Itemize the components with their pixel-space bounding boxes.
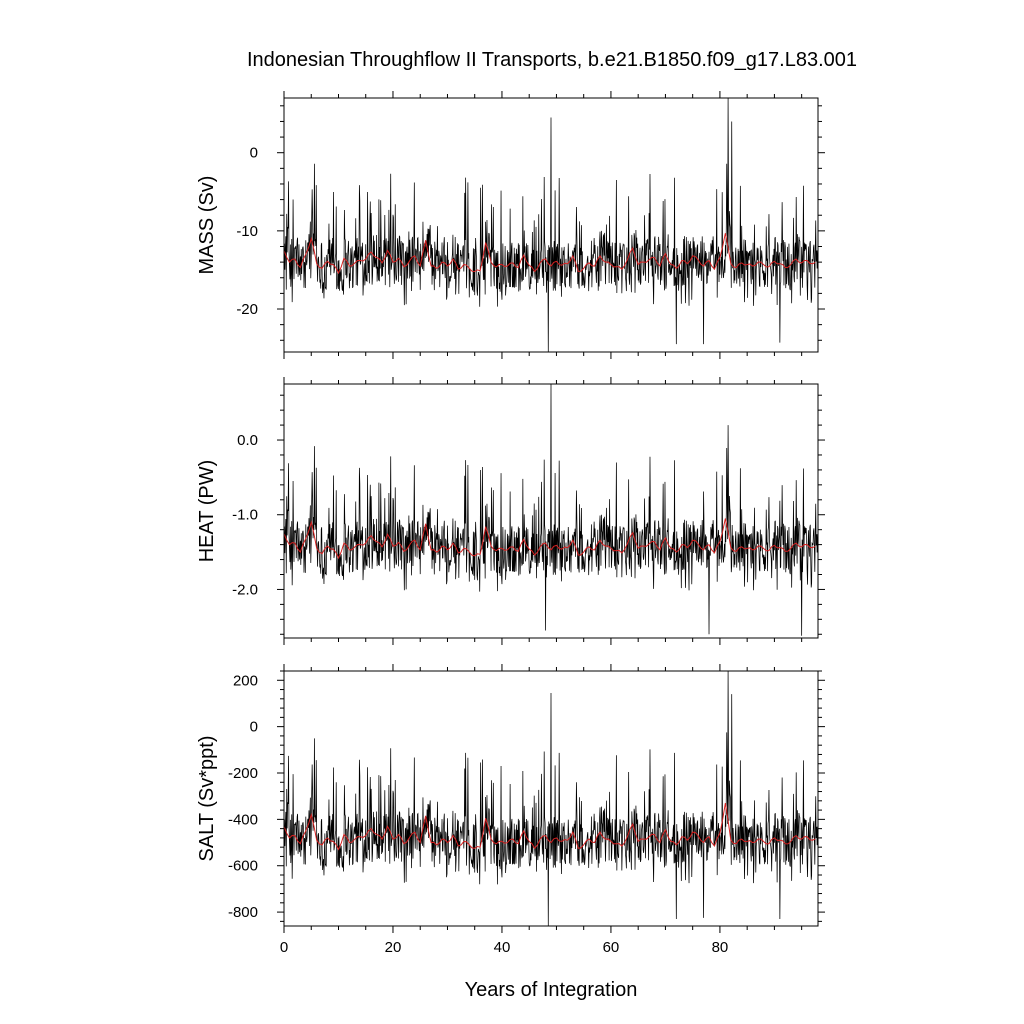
y-tick-label: -600: [228, 858, 258, 875]
x-tick-label: 40: [494, 939, 511, 956]
x-tick-label: 20: [385, 939, 402, 956]
x-tick-label: 60: [603, 939, 620, 956]
panel-mass: 0 -10 -20 MASS (Sv): [196, 91, 825, 359]
series-monthly-salt: [284, 671, 818, 926]
y-tick-label: -20: [236, 301, 258, 318]
x-axis-label: Years of Integration: [465, 979, 638, 1001]
y-tick-label: -1.0: [232, 507, 258, 524]
y-tick-label: 0: [250, 719, 258, 736]
plot-area-heat: [284, 384, 818, 636]
y-tick-label: 200: [233, 672, 258, 689]
series-monthly-mass: [284, 98, 818, 352]
y-tick-label: -200: [228, 765, 258, 782]
y-axis-label-heat: HEAT (PW): [196, 460, 218, 563]
series-monthly-heat: [284, 384, 818, 636]
plot-area-salt: [284, 671, 818, 926]
series-annual-mean-salt: [284, 803, 816, 851]
y-axis-label-salt: SALT (Sv*ppt): [196, 736, 218, 862]
y-tick-label: 0: [250, 145, 258, 162]
panels: 0 -10 -20 MASS (Sv) 0.0 -1.0 -2.0 HEAT (PW) 0 20 4…: [196, 91, 825, 956]
y-tick-label: 0.0: [237, 432, 258, 449]
plot-frame-heat: [283, 383, 819, 639]
panel-salt: 0 20 40 60 80 200 0 -200 -400 -600 -800 SALT (Sv*pp…: [196, 664, 825, 956]
plot-area-mass: [284, 98, 818, 352]
y-tick-label: -800: [228, 904, 258, 921]
x-tick-label: 80: [712, 939, 729, 956]
plot-frame-mass: [283, 97, 819, 353]
y-axis-label-mass: MASS (Sv): [196, 176, 218, 275]
series-annual-mean-heat: [284, 518, 816, 560]
x-tick-label: 0: [280, 939, 288, 956]
y-tick-label: -400: [228, 811, 258, 828]
chart-title: Indonesian Throughflow II Transports, b.…: [247, 49, 857, 71]
series-annual-mean-mass: [284, 233, 816, 275]
y-tick-label: -2.0: [232, 581, 258, 598]
panel-heat: 0.0 -1.0 -2.0 HEAT (PW): [196, 377, 825, 645]
plot-frame-salt: [283, 670, 819, 927]
y-tick-label: -10: [236, 223, 258, 240]
